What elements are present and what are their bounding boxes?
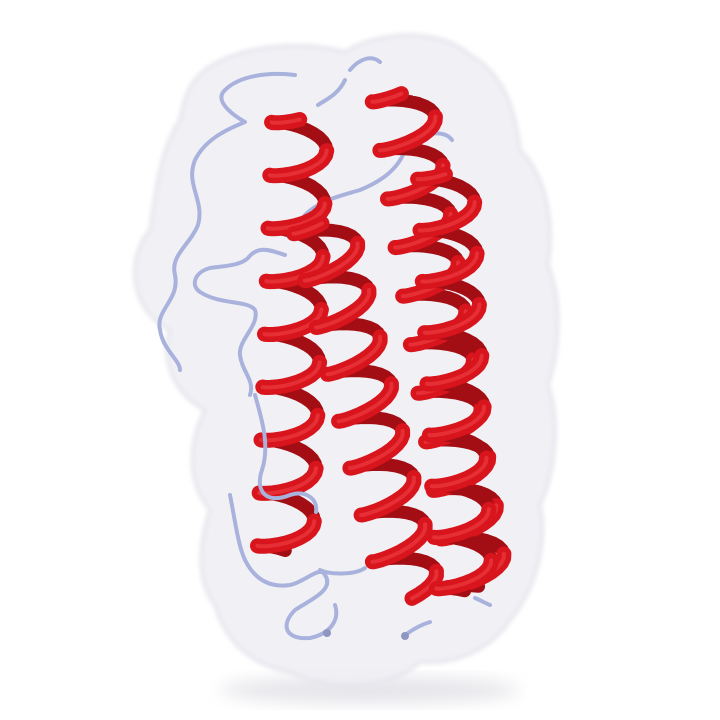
ground-shadow	[220, 676, 520, 704]
helix-2	[286, 215, 444, 606]
alpha-helices	[250, 86, 512, 606]
helix-4	[410, 166, 499, 598]
helix-2-highlight	[291, 221, 439, 601]
molecular-surface	[133, 33, 560, 687]
helix-4-highlight	[415, 172, 494, 591]
coil-terminus-1	[323, 629, 331, 637]
helix-1	[250, 112, 335, 557]
coil-terminus-2	[401, 632, 409, 640]
